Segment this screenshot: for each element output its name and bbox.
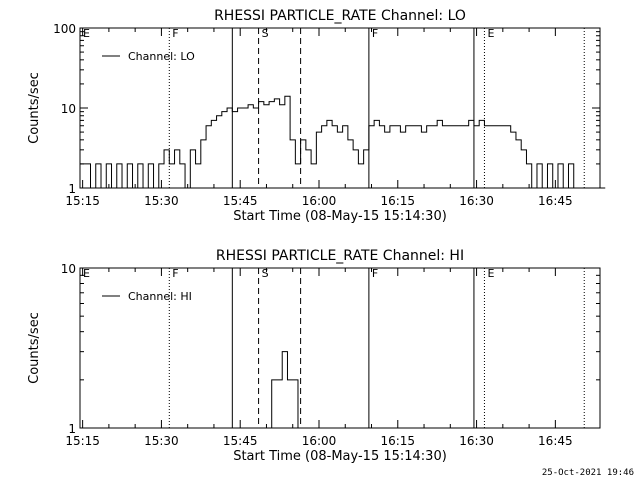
panel-1-event-marker-label: F [372,27,378,40]
panel-1-xtick-label: 16:15 [380,194,415,208]
panel-1-xlabel: Start Time (08-May-15 15:14:30) [233,209,447,224]
panel-2-event-marker-label: F [372,267,378,280]
panel-1-xtick-label: 16:30 [459,194,494,208]
panel-1-series-line [80,95,606,189]
panel-1-title: RHESSI PARTICLE_RATE Channel: LO [214,8,466,24]
panel-1-xtick-label: 15:15 [65,194,100,208]
panel-2-xtick-label: 15:15 [65,434,100,448]
panel-1-event-marker-label: E [487,27,494,40]
panel-2-ytick-label: 1 [68,422,76,436]
panel-2-ytick-label: 10 [61,262,76,276]
panel-2-xtick-label: 16:45 [538,434,573,448]
panel-2-event-marker-label: S [262,267,269,280]
panel-2-legend-label: Channel: HI [128,290,192,303]
panel-1-ylabel: Counts/sec [27,72,42,144]
panel-1-legend-label: Channel: LO [128,50,195,63]
panel-2-xtick-label: 16:30 [459,434,494,448]
panel-2-title: RHESSI PARTICLE_RATE Channel: HI [216,248,464,264]
panel-2-event-marker-label: E [487,267,494,280]
footer-timestamp: 25-Oct-2021 19:46 [541,468,634,478]
panel-1-event-marker-label: S [262,27,269,40]
panel-1-xtick-label: 15:45 [223,194,258,208]
panel-2-xtick-label: 16:15 [380,434,415,448]
panel-1-ytick-label: 100 [53,22,76,36]
panel-1-xtick-label: 16:00 [302,194,337,208]
panel-2-series-line [271,351,299,428]
panel-1-xtick-label: 15:30 [144,194,179,208]
panel-2-xtick-label: 15:30 [144,434,179,448]
panel-2-frame [79,267,601,429]
panel-2-xtick-label: 15:45 [223,434,258,448]
panel-1-ytick-label: 1 [68,182,76,196]
panel-2-event-marker-label: E [83,267,90,280]
panel-2-xlabel: Start Time (08-May-15 15:14:30) [233,449,447,464]
panel-1-xtick-label: 16:45 [538,194,573,208]
panel-1-event-marker-label: F [172,27,178,40]
panel-1-event-marker-label: E [83,27,90,40]
panel-2-ylabel: Counts/sec [27,312,42,384]
panel-1-ytick-label: 10 [61,102,76,116]
panel-2-xtick-label: 16:00 [302,434,337,448]
panel-2-event-marker-label: F [172,267,178,280]
